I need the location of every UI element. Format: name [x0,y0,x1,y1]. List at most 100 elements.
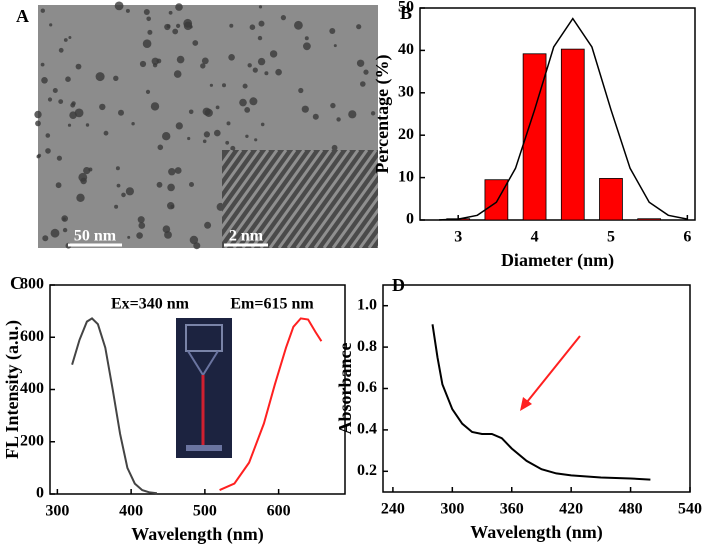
lattice-fringe [222,150,252,192]
nanoparticle [333,44,337,48]
nanoparticle [69,111,77,119]
lattice-fringe [277,150,351,248]
y-tick-label: 0 [36,485,44,502]
nanoparticle [37,153,42,158]
nanoparticle [257,35,263,41]
y-tick-label: 800 [20,276,44,293]
nanoparticle [356,24,362,30]
plot-frame [382,284,691,493]
annotation: Ex=340 nm [111,296,190,313]
panel-label: B [400,3,412,23]
nanoparticle [146,16,151,22]
nanoparticle [330,102,336,109]
y-tick-label: 0.8 [357,338,377,355]
x-tick-label: 540 [678,501,702,518]
nanoparticle [136,232,143,239]
lattice-fringe [358,220,378,248]
x-axis-label: Wavelength (nm) [470,522,603,543]
nanoparticle [50,228,60,238]
nanoparticle [45,148,51,154]
nanoparticle [145,89,151,94]
nanoparticle [62,227,68,233]
x-tick-label: 480 [619,501,643,518]
y-axis-label: FL Intensity (a.u.) [2,320,23,459]
nanoparticle [249,97,258,106]
nanoparticle [151,57,159,65]
nanoparticle [202,139,207,144]
nanoparticle [245,134,249,138]
nanoparticle [167,183,175,192]
nanoparticle [147,29,153,35]
nanoparticle [113,75,119,82]
nanoparticle [142,39,152,48]
nanoparticle [125,8,130,13]
fit-curve [439,17,688,221]
nanoparticle [264,71,269,76]
nanoparticle [172,28,179,35]
nanoparticle [115,166,120,171]
nanoparticle [49,23,53,27]
lattice-fringe [268,150,342,248]
nanoparticle [116,183,121,188]
x-axis-label: Diameter (nm) [501,250,614,271]
x-tick-label: 300 [45,503,69,520]
y-tick-label: 30 [398,83,414,100]
x-tick-label: 300 [440,501,464,518]
nanoparticle [336,117,341,122]
nanoparticle [301,105,309,113]
nanoparticle [168,168,176,176]
lattice-fringe [222,150,279,230]
cuvette-base [186,445,222,451]
nanoparticle [164,23,171,31]
nanoparticle [258,20,265,27]
x-tick-label: 6 [683,229,691,246]
nanoparticle [45,133,51,138]
nanoparticle [239,98,247,107]
nanoparticle [83,167,91,175]
nanoparticle [56,155,63,161]
nanoparticle [35,120,41,127]
arrow-shaft [526,335,581,403]
nanoparticle [156,181,163,188]
nanoparticle [74,108,84,118]
y-tick-label: 0.6 [357,379,377,396]
nanoparticle [258,5,263,9]
nanoparticle [183,21,193,31]
nanoparticle [34,110,42,119]
nanoparticle [42,235,49,242]
nanoparticle [303,42,311,51]
nanoparticle [67,123,72,127]
nanoparticle [252,67,258,73]
nanoparticle [175,122,183,130]
lattice-fringe [322,169,378,248]
nanoparticle [99,103,106,111]
arrow [520,335,581,411]
lattice-fringe [304,150,378,248]
y-tick-label: 0 [406,211,414,228]
nanoparticle [242,83,248,89]
nanoparticle [58,99,64,104]
nanoparticle [204,221,212,229]
nanoparticle [58,47,64,53]
nanoparticle [63,38,68,42]
nanoparticle [167,202,175,210]
nanoparticle [176,23,181,28]
nanoparticle [363,69,369,75]
lattice-fringe [349,207,378,248]
nanoparticle [173,70,182,78]
nanoparticle [214,129,221,137]
y-tick-label: 0.4 [357,421,377,438]
nanoparticle [222,83,226,88]
nanoparticle [260,122,265,127]
nanoparticle [174,167,182,174]
nanoparticle [331,144,338,151]
nanoparticle [40,8,45,13]
panel-label: D [392,275,405,295]
bar [560,48,585,221]
nanoparticle [139,60,147,68]
nanoparticle [280,15,286,21]
lattice-fringe [387,150,457,248]
nanoparticle [114,204,119,209]
nanoparticle [143,9,150,15]
